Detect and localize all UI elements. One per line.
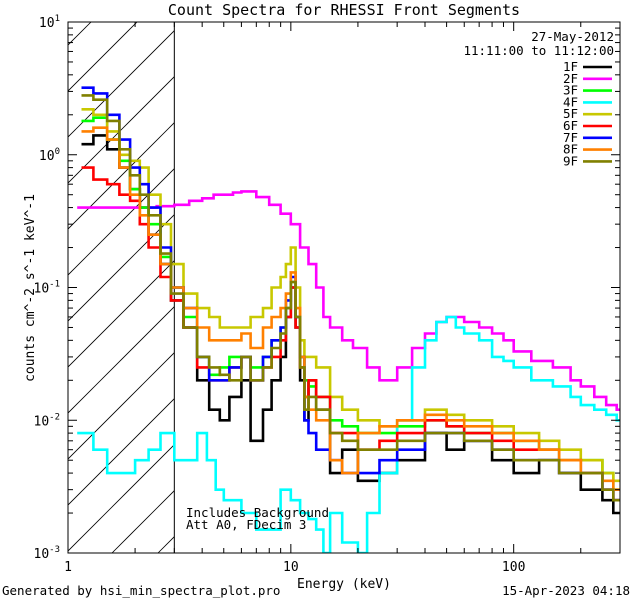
series-9F [81,94,620,502]
hatch-line [68,22,92,46]
legend-label: 2F [563,71,578,86]
hatch-line [68,76,175,184]
y-tick-label: 100 [39,147,60,164]
y-tick-label: 101 [39,14,60,31]
y-tick-exponent: -1 [49,280,60,290]
y-tick-base: 10 [39,16,55,31]
axis-ticks [67,22,621,554]
hatch-line [111,490,175,553]
hatch-line [68,122,175,230]
legend-label: 6F [563,118,578,133]
y-tick-base: 10 [34,547,50,562]
hatch-line [68,260,175,368]
y-tick-base: 10 [34,414,50,429]
hatch-line [68,352,175,460]
hatch-line [572,0,640,553]
y-tick-base: 10 [34,282,50,297]
x-tick-label: 100 [502,560,525,575]
y-tick-exponent: 1 [55,14,60,24]
hatch-line [68,398,175,506]
hatch-line [68,214,175,322]
hatch-line [0,0,314,553]
x-tick-label: 1 [64,560,72,575]
chart-title: Count Spectra for RHESSI Front Segments [168,1,520,19]
footer-generator: Generated by hsi_min_spectra_plot.pro [2,583,280,598]
x-tick-labels: 1 10 100 [64,560,525,575]
legend-label: 5F [563,106,578,121]
time-range-label: 11:11:00 to 11:12:00 [463,43,614,58]
annotation-text: Att A0, FDecim 3 [186,517,306,532]
hatch-line [618,0,640,553]
series-group [77,86,620,553]
x-tick-label: 10 [283,560,299,575]
legend-label: 8F [563,142,578,157]
y-tick-base: 10 [39,149,55,164]
hatch-line [434,0,640,553]
y-tick-exponent: 0 [55,147,60,157]
y-tick-exponent: -2 [49,412,60,422]
legend-label: 4F [563,94,578,109]
hatch-line [526,0,640,553]
series-2F [77,190,620,411]
annotation-text: Includes Background [186,505,329,520]
y-tick-label: 10-1 [34,280,61,297]
y-axis-label-text: counts cm^-2 s^-1 keV^-1 [23,194,38,382]
hatch-line [342,0,640,553]
y-axis-label: counts cm^-2 s^-1 keV^-1 [23,194,38,382]
y-tick-exponent: -3 [49,545,60,555]
y-tick-label: 10-3 [34,545,61,562]
y-tick-label: 10-2 [34,412,61,429]
footer-timestamp: 15-Apr-2023 04:18 [502,583,630,598]
hatch-line [296,0,640,553]
hatch-line [68,22,138,92]
legend-label: 9F [563,153,578,168]
date-label: 27-May-2012 [531,29,614,44]
hatch-line [68,306,175,414]
legend-label: 7F [563,130,578,145]
hatch-line [68,444,175,552]
x-axis-label: Energy (keV) [297,577,391,592]
series-4F [77,315,620,553]
legend-label: 1F [563,59,578,74]
legend-label: 3F [563,83,578,98]
excluded-region-hatch [0,0,640,553]
